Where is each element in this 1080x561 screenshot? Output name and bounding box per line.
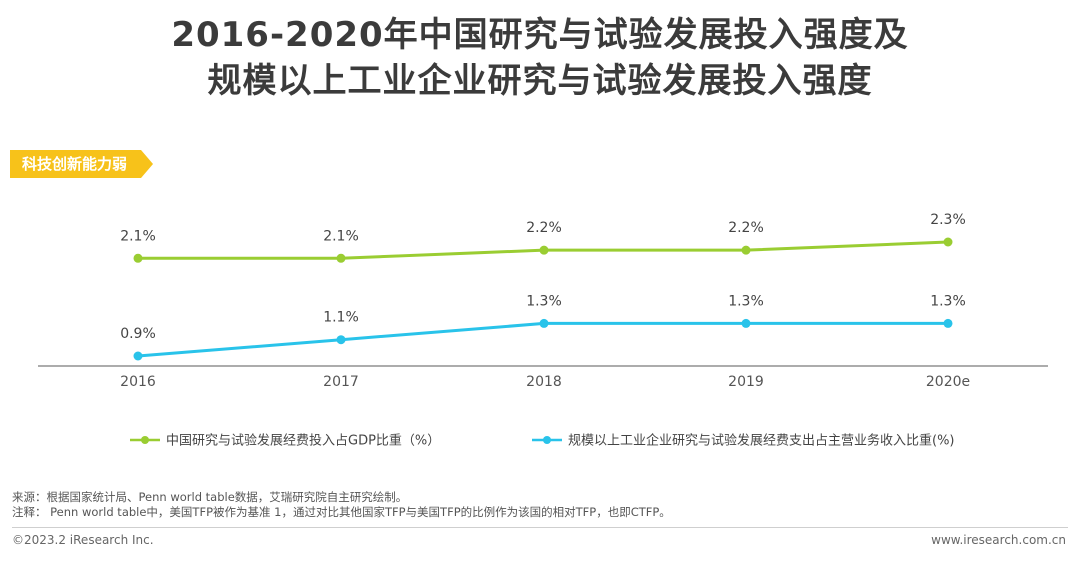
copyright-text: ©2023.2 iResearch Inc. (12, 533, 154, 547)
legend-2-label: 规模以上工业企业研究与试验发展经费支出占主营业务收入比重(%) (568, 433, 955, 449)
series-1-point (943, 237, 953, 247)
series-2-point (539, 318, 549, 328)
x-tick-label: 2019 (728, 374, 764, 390)
series-2-data-label: 1.3% (930, 293, 966, 309)
series-1-data-label: 2.1% (120, 228, 156, 244)
series-1-data-label: 2.2% (728, 220, 764, 236)
series-1-data-label: 2.2% (526, 220, 562, 236)
series-2-data-label: 0.9% (120, 326, 156, 342)
series-1-data-label: 2.1% (323, 228, 359, 244)
series-2-line (137, 321, 948, 358)
series-2-data-label: 1.3% (728, 293, 764, 309)
series-2-point (741, 318, 751, 328)
website-link[interactable]: www.iresearch.com.cn (931, 533, 1066, 547)
legend-1-marker (141, 436, 149, 444)
series-2-point (133, 351, 143, 361)
series-2-point (943, 318, 953, 328)
chart-title-line2: 规模以上工业企业研究与试验发展投入强度 (207, 61, 873, 101)
legend-1-label: 中国研究与试验发展经费投入占GDP比重（%） (166, 433, 440, 449)
x-tick-label: 2017 (323, 374, 359, 390)
series-1-point (336, 253, 346, 263)
series-2-point (336, 335, 346, 345)
x-tick-label: 2016 (120, 374, 156, 390)
series-1-point (133, 253, 143, 263)
annotation-note: 注释： Penn world table中，美国TFP被作为基准 1，通过对比其… (12, 505, 671, 519)
series-1-point (741, 245, 751, 255)
series-2-data-label: 1.3% (526, 293, 562, 309)
x-tick-label: 2020e (926, 374, 970, 390)
series-2-data-label: 1.1% (323, 310, 359, 326)
chart-title: 2016-2020年中国研究与试验发展投入强度及 规模以上工业企业研究与试验发展… (0, 12, 1080, 104)
x-tick-label: 2018 (526, 374, 562, 390)
series-1-point (539, 245, 549, 255)
source-note: 来源：根据国家统计局、Penn world table数据，艾瑞研究院自主研究绘… (12, 490, 408, 504)
chart-title-line1: 2016-2020年中国研究与试验发展投入强度及 (171, 15, 909, 55)
line-chart: 2016 2017 2018 2019 2020e 2.1% 2.1% 2.2% 2.2% 2.3… (38, 212, 1048, 449)
footer-divider (12, 527, 1068, 528)
legend-2-marker (543, 436, 551, 444)
series-1-data-label: 2.3% (930, 212, 966, 228)
section-tag: 科技创新能力弱 (10, 150, 153, 178)
